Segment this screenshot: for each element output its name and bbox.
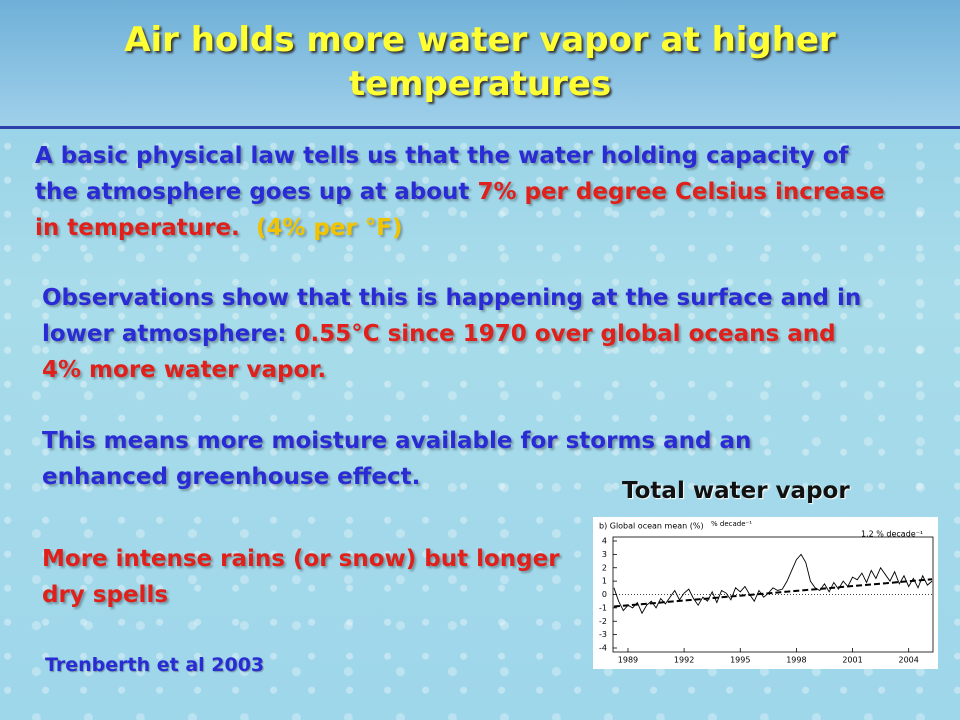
y-tick-label: 1 <box>602 577 607 586</box>
x-tick-label: 2004 <box>898 656 918 665</box>
y-tick-label: -4 <box>599 644 607 653</box>
series-line <box>613 553 933 615</box>
y-tick-label: 0 <box>602 590 607 599</box>
annotation: % decade⁻¹ <box>711 520 752 528</box>
trend-line <box>613 578 933 608</box>
text-run: More intense rains (or snow) but longer … <box>42 546 568 608</box>
slide-title: Air holds more water vapor at higher tem… <box>124 20 836 104</box>
y-tick-label: -3 <box>599 630 607 639</box>
paragraph: A basic physical law tells us that the w… <box>35 138 895 246</box>
citation: Trenberth et al 2003 <box>45 654 265 676</box>
x-tick-label: 1989 <box>618 656 638 665</box>
x-tick-label: 1995 <box>730 656 750 665</box>
text-run: A basic physical law tells us that the w… <box>35 143 857 205</box>
annotation: 1.2 % decade⁻¹ <box>861 530 923 539</box>
paragraph: More intense rains (or snow) but longer … <box>42 541 582 613</box>
chart: b) Global ocean mean (%) % decade⁻¹ 1.2 … <box>593 517 938 669</box>
y-tick-label: 2 <box>602 563 607 572</box>
figure-caption: Total water vapor <box>622 478 850 504</box>
text-run: This means more moisture available for s… <box>42 428 760 490</box>
text-run: (4% per °F) <box>239 215 403 241</box>
x-tick-label: 2001 <box>842 656 862 665</box>
y-tick-label: 3 <box>602 550 607 559</box>
chart-title: b) Global ocean mean (%) <box>599 522 704 531</box>
paragraph: Observations show that this is happening… <box>42 280 882 388</box>
text-run: 7% per degree Celsius increase in temper… <box>35 179 893 241</box>
text-run: Observations show that this is happening… <box>42 285 870 347</box>
title-band <box>0 0 960 129</box>
y-tick-label: -1 <box>599 603 607 612</box>
x-tick-label: 1992 <box>674 656 694 665</box>
paragraph: This means more moisture available for s… <box>42 423 862 495</box>
y-tick-label: 4 <box>602 537 607 546</box>
y-tick-label: -2 <box>599 617 607 626</box>
text-run: 0.55°C since 1970 over global oceans and… <box>42 321 844 383</box>
x-tick-label: 1998 <box>786 656 806 665</box>
